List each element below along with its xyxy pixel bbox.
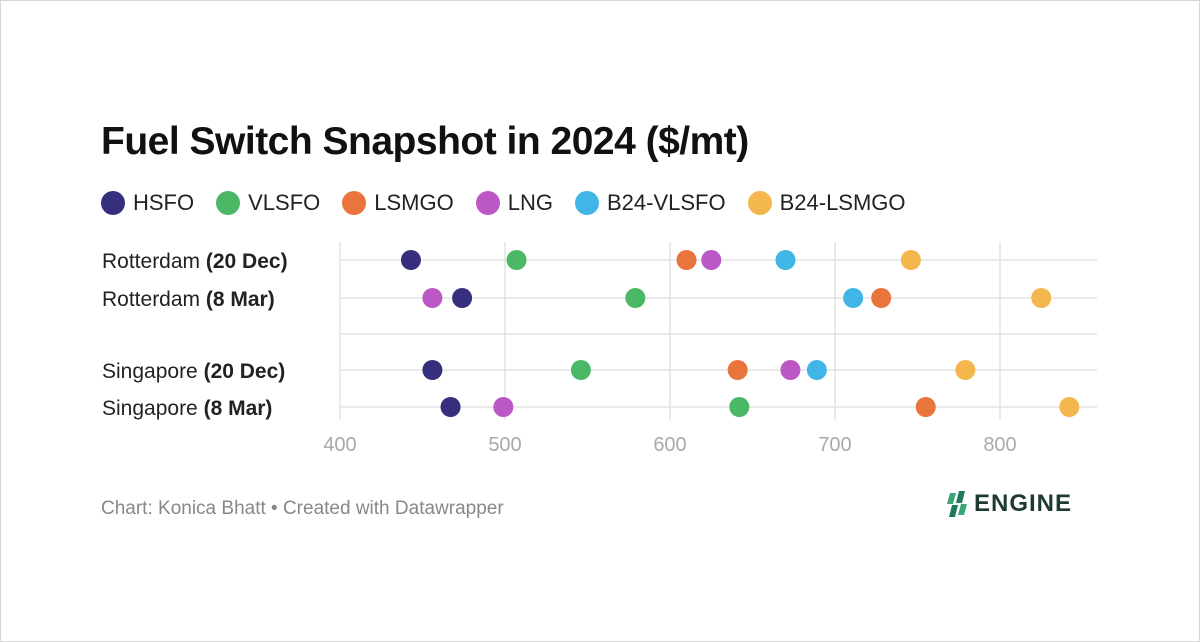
dot-lng	[701, 250, 722, 270]
row-label: Singapore (8 Mar)	[102, 397, 272, 420]
legend-item: HSFO	[101, 190, 194, 216]
dot-lsmgo	[871, 288, 892, 308]
engine-logo: ENGINE	[946, 490, 1072, 518]
legend-item: B24-VLSFO	[574, 190, 726, 216]
dot-hsfo	[400, 250, 421, 270]
row-label-name: Rotterdam	[102, 250, 206, 273]
legend-label: VLSFO	[248, 190, 321, 215]
legend-label: LSMGO	[374, 190, 454, 215]
dot-lsmgo	[727, 360, 748, 380]
legend-label: HSFO	[133, 190, 195, 215]
dot-b24-vlsfo	[806, 360, 827, 380]
chart-title: Fuel Switch Snapshot in 2024 ($/mt)	[101, 120, 749, 163]
legend-label: B24-VLSFO	[606, 190, 726, 215]
legend-label: B24-LSMGO	[779, 190, 906, 215]
x-tick-label: 600	[653, 434, 686, 456]
x-tick-label: 800	[983, 434, 1016, 456]
row-label-date: (8 Mar)	[204, 397, 273, 420]
row-label: Rotterdam (8 Mar)	[102, 288, 275, 311]
dot-hsfo	[422, 360, 443, 380]
row-label-date: (20 Dec)	[204, 360, 286, 383]
dot-vlsfo	[506, 250, 527, 270]
legend-swatch	[574, 191, 599, 215]
dot-vlsfo	[570, 360, 591, 380]
legend-swatch	[101, 191, 125, 215]
x-tick-label: 500	[488, 434, 521, 456]
dot-vlsfo	[729, 397, 750, 417]
legend-swatch	[342, 191, 367, 215]
engine-logo-icon	[947, 491, 967, 517]
dot-vlsfo	[625, 288, 646, 308]
dot-b24-vlsfo	[775, 250, 796, 270]
legend-swatch	[216, 191, 241, 215]
dot-b24-lsmgo	[1059, 397, 1080, 417]
dot-b24-lsmgo	[1031, 288, 1052, 308]
dot-hsfo	[452, 288, 473, 308]
legend-item: B24-LSMGO	[747, 190, 906, 216]
dot-lng	[780, 360, 801, 380]
legend-swatch	[475, 191, 500, 215]
x-tick-label: 700	[818, 434, 851, 456]
row-label-name: Singapore	[102, 397, 204, 420]
dot-b24-vlsfo	[843, 288, 864, 308]
row-label-name: Rotterdam	[102, 288, 206, 311]
dot-lsmgo	[915, 397, 936, 417]
dot-hsfo	[440, 397, 461, 417]
x-tick-label: 400	[323, 434, 356, 456]
footer-credit: Chart: Konica Bhatt • Created with Dataw…	[101, 498, 504, 519]
dot-b24-lsmgo	[955, 360, 976, 380]
row-label-date: (20 Dec)	[206, 250, 288, 273]
legend: HSFO VLSFO LSMGO LNG B24-VLSFO B24-LSMGO	[101, 190, 906, 216]
dot-lng	[422, 288, 443, 308]
row-label-name: Singapore	[102, 360, 204, 383]
legend-item: LSMGO	[342, 190, 454, 216]
dot-lng	[493, 397, 514, 417]
dot-b24-lsmgo	[900, 250, 921, 270]
dot-lsmgo	[676, 250, 697, 270]
legend-item: LNG	[475, 190, 553, 216]
engine-logo-text: ENGINE	[974, 490, 1073, 517]
legend-item: VLSFO	[216, 190, 320, 216]
row-label: Singapore (20 Dec)	[102, 360, 285, 383]
legend-swatch	[747, 191, 772, 215]
row-label-date: (8 Mar)	[206, 288, 275, 311]
row-label: Rotterdam (20 Dec)	[102, 250, 288, 273]
legend-label: LNG	[507, 190, 553, 215]
